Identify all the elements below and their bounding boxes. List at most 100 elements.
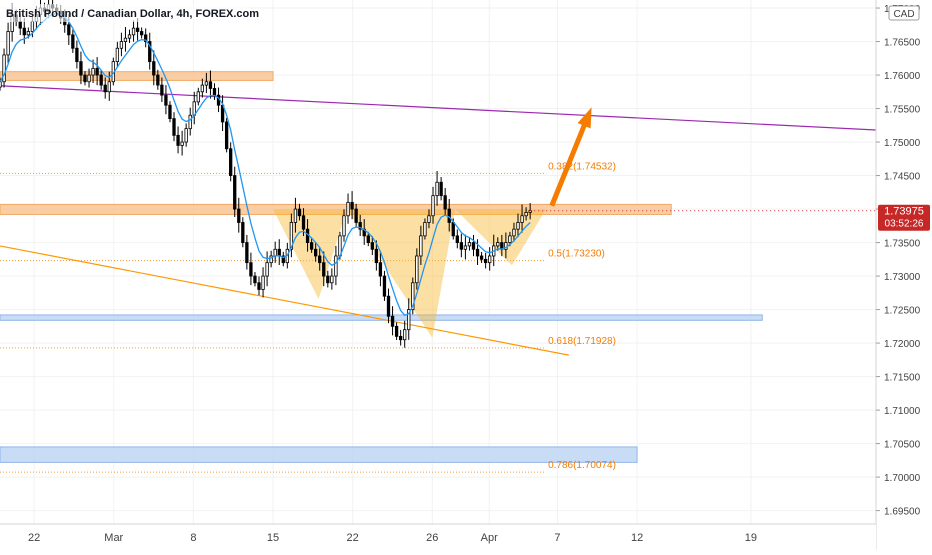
candle[interactable]	[326, 275, 330, 284]
candle[interactable]	[496, 242, 500, 247]
candle[interactable]	[374, 248, 379, 264]
candle[interactable]	[330, 275, 334, 284]
candle[interactable]	[390, 315, 395, 327]
candle[interactable]	[488, 255, 492, 264]
candle[interactable]	[403, 329, 407, 341]
candle[interactable]	[249, 262, 253, 277]
candle[interactable]	[318, 255, 322, 264]
candle[interactable]	[71, 34, 75, 49]
candle[interactable]	[196, 91, 200, 103]
candle[interactable]	[451, 222, 455, 237]
candle[interactable]	[435, 181, 439, 197]
candle[interactable]	[180, 141, 184, 146]
candle[interactable]	[2, 54, 6, 83]
candle[interactable]	[144, 34, 148, 42]
candle[interactable]	[95, 67, 99, 76]
candle[interactable]	[152, 61, 156, 76]
candle[interactable]	[398, 335, 403, 341]
candle[interactable]	[22, 27, 26, 36]
candle[interactable]	[516, 222, 520, 230]
candle[interactable]	[0, 81, 2, 88]
candle[interactable]	[322, 262, 326, 277]
candle[interactable]	[455, 235, 459, 243]
candle[interactable]	[123, 37, 128, 42]
candle[interactable]	[431, 195, 435, 217]
candle[interactable]	[386, 295, 391, 317]
candle[interactable]	[18, 21, 22, 29]
candle[interactable]	[281, 255, 285, 264]
candle[interactable]	[524, 212, 528, 217]
candle[interactable]	[26, 31, 30, 36]
candle[interactable]	[342, 215, 346, 237]
candle[interactable]	[309, 242, 314, 250]
candle[interactable]	[148, 41, 152, 63]
candle[interactable]	[160, 84, 164, 96]
candle[interactable]	[184, 128, 188, 143]
candle[interactable]	[378, 262, 383, 277]
candle[interactable]	[83, 74, 87, 83]
candle[interactable]	[463, 245, 468, 250]
candle[interactable]	[366, 235, 370, 243]
candle[interactable]	[131, 27, 136, 36]
candle[interactable]	[30, 21, 35, 32]
candle[interactable]	[261, 275, 265, 290]
candle[interactable]	[79, 61, 83, 76]
candle[interactable]	[354, 208, 358, 223]
candle[interactable]	[475, 248, 480, 257]
candle[interactable]	[233, 175, 237, 210]
candle[interactable]	[156, 74, 160, 86]
candle[interactable]	[467, 242, 472, 247]
candle[interactable]	[273, 248, 277, 257]
candle[interactable]	[508, 235, 512, 243]
candle[interactable]	[447, 208, 451, 223]
candle[interactable]	[6, 31, 10, 56]
candle[interactable]	[334, 255, 338, 277]
candle[interactable]	[265, 262, 269, 277]
candle[interactable]	[289, 222, 294, 250]
candle[interactable]	[87, 74, 91, 83]
candle[interactable]	[212, 88, 217, 96]
candle[interactable]	[411, 282, 415, 310]
time-axis-panel[interactable]	[0, 524, 876, 550]
candle[interactable]	[427, 215, 431, 223]
candle[interactable]	[314, 248, 318, 257]
candle[interactable]	[237, 208, 241, 223]
candle[interactable]	[443, 195, 447, 210]
candle[interactable]	[115, 47, 120, 63]
currency-badge[interactable]: CAD	[888, 5, 920, 21]
candle[interactable]	[520, 215, 524, 223]
candle[interactable]	[135, 27, 140, 32]
candle[interactable]	[245, 242, 249, 264]
candle[interactable]	[479, 255, 484, 260]
candle[interactable]	[200, 84, 205, 93]
candle[interactable]	[172, 118, 176, 136]
candle[interactable]	[350, 201, 354, 210]
candle[interactable]	[224, 121, 229, 150]
candle[interactable]	[164, 94, 168, 106]
candle[interactable]	[119, 41, 124, 49]
price-axis-panel[interactable]	[876, 0, 932, 550]
candle[interactable]	[394, 325, 399, 337]
candle[interactable]	[297, 208, 302, 217]
candle[interactable]	[107, 81, 111, 93]
candle[interactable]	[512, 228, 516, 237]
candle[interactable]	[75, 47, 79, 63]
candle[interactable]	[103, 84, 107, 93]
candle[interactable]	[208, 81, 213, 89]
candle[interactable]	[269, 255, 273, 264]
candle[interactable]	[127, 34, 132, 39]
candle[interactable]	[459, 242, 464, 250]
candle[interactable]	[253, 275, 257, 284]
candle[interactable]	[293, 208, 298, 223]
candle[interactable]	[204, 81, 209, 86]
candle[interactable]	[419, 235, 423, 257]
candle[interactable]	[439, 181, 443, 197]
candle[interactable]	[358, 222, 362, 230]
candle[interactable]	[382, 275, 387, 297]
candle[interactable]	[188, 114, 192, 130]
candle[interactable]	[277, 248, 281, 257]
candle[interactable]	[471, 242, 476, 250]
candle[interactable]	[139, 31, 144, 36]
candle[interactable]	[370, 242, 374, 250]
